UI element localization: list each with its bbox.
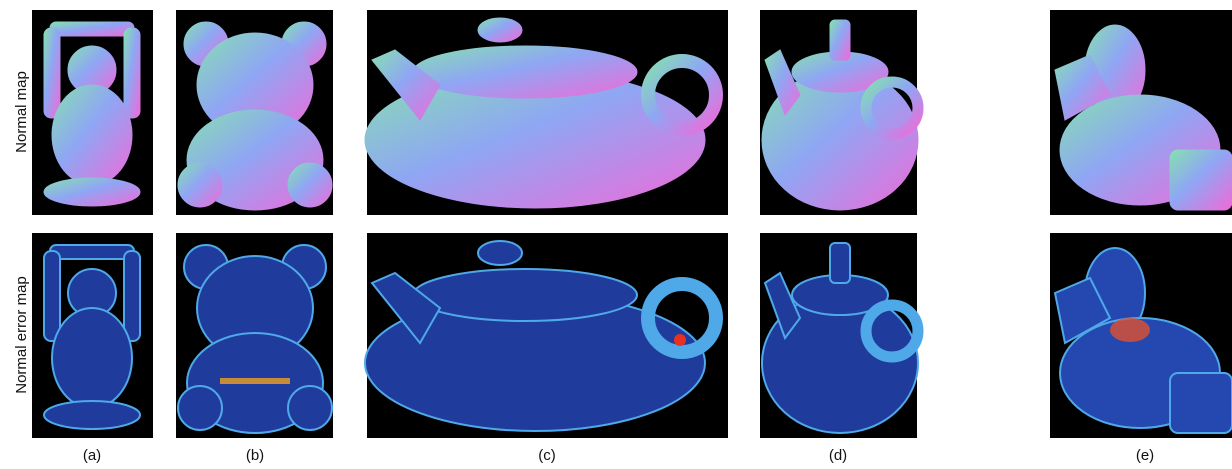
row-label: Normal map bbox=[13, 71, 30, 153]
error-highlight bbox=[1110, 318, 1150, 342]
column-label: (d) bbox=[829, 447, 847, 464]
column-label: (e) bbox=[1136, 447, 1154, 464]
error-highlight bbox=[220, 378, 290, 384]
row-label: Normal error map bbox=[13, 276, 30, 394]
column-label: (b) bbox=[246, 447, 264, 464]
column-label: (a) bbox=[83, 447, 101, 464]
error-highlight bbox=[674, 334, 686, 346]
page: Normal map Normal error map (a) (b) (c) … bbox=[0, 0, 1232, 469]
figure: Normal map Normal error map (a) (b) (c) … bbox=[0, 0, 1232, 469]
normal-map-row bbox=[32, 10, 1232, 215]
column-label: (c) bbox=[538, 447, 556, 464]
error-map-row bbox=[32, 233, 1232, 438]
